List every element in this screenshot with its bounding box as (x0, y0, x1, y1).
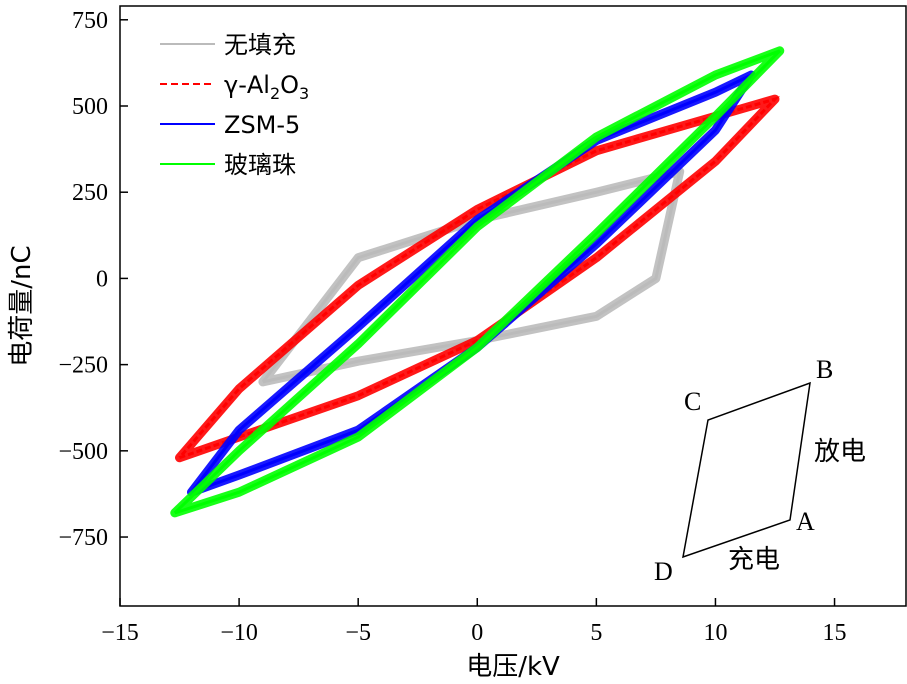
legend-label-2: ZSM-5 (224, 111, 300, 139)
x-tick-label-3: 0 (471, 620, 483, 646)
inset-loop-shape (682, 381, 811, 559)
plot-frame (119, 5, 907, 607)
x-tick-label-0: −15 (101, 620, 139, 646)
y-tick-label-6: 750 (72, 8, 108, 34)
inset-discharge-label: 放电 (814, 437, 866, 467)
ticks-layer: −15 −10 −5 0 5 10 15 −750 −500 −250 0 250 500 750 (58, 8, 846, 646)
legend-label-0: 无填充 (224, 31, 296, 59)
series-line-3 (173, 49, 781, 515)
series-line-1 (178, 96, 780, 460)
series-line-0 (261, 169, 682, 384)
legend-label-3: 玻璃珠 (224, 151, 296, 179)
inset-label-a: A (796, 507, 815, 536)
x-tick-label-6: 15 (823, 620, 847, 646)
inset-diagram: A B C D 充电 放电 (654, 355, 866, 586)
inset-label-c: C (684, 387, 701, 416)
y-tick-label-5: 500 (72, 94, 108, 120)
y-tick-label-0: −750 (58, 525, 108, 551)
x-tick-label-5: 10 (703, 620, 727, 646)
legend: 无填充 γ-Al2O3 ZSM-5 玻璃珠 (160, 31, 309, 179)
y-tick-label-4: 250 (72, 180, 108, 206)
series-layer (170, 46, 785, 518)
y-axis-label: 电荷量/nC (7, 245, 37, 366)
inset-charge-label: 充电 (728, 545, 780, 575)
y-tick-label-3: 0 (96, 266, 108, 292)
inset-label-d: D (654, 557, 673, 586)
y-tick-label-1: −500 (58, 439, 108, 465)
x-tick-label-4: 5 (590, 620, 602, 646)
x-tick-label-1: −10 (220, 620, 258, 646)
x-axis-label: 电压/kV (466, 652, 560, 682)
legend-label-1: γ-Al2O3 (224, 71, 309, 103)
x-tick-label-2: −5 (345, 620, 371, 646)
y-tick-label-2: −250 (58, 353, 108, 379)
inset-label-b: B (816, 355, 833, 384)
